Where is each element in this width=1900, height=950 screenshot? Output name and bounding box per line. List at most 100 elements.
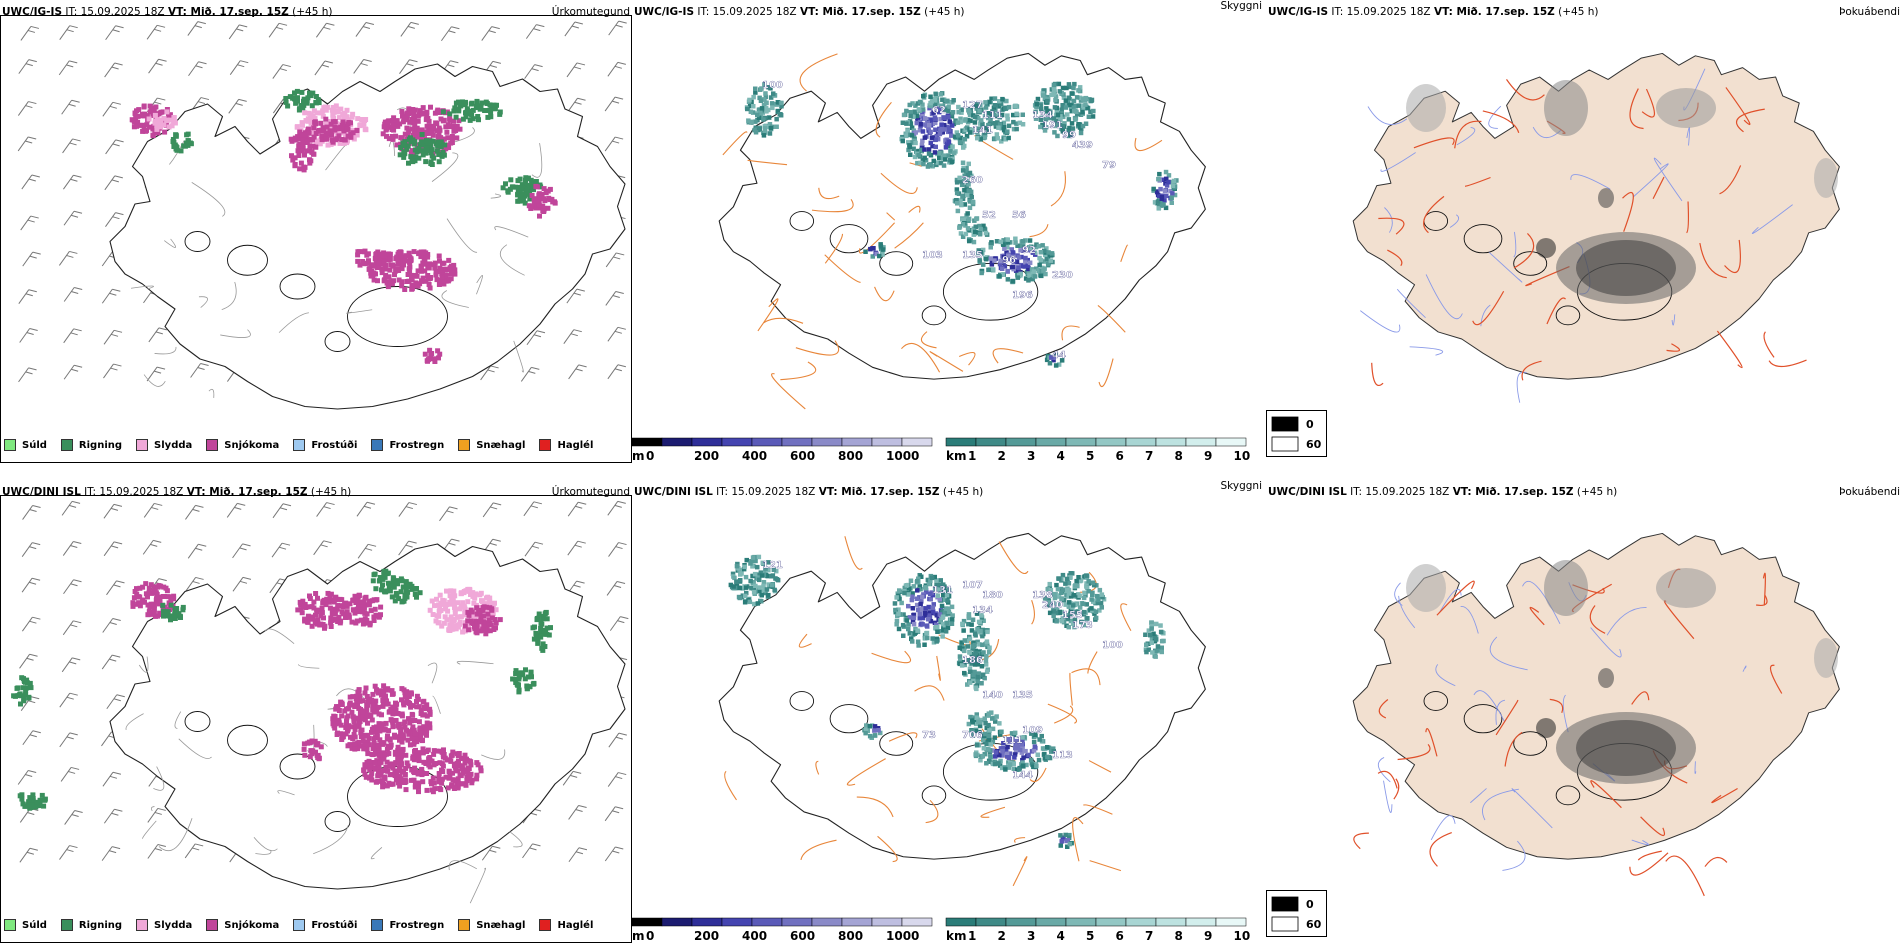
precip-areas [11, 568, 553, 811]
cloud-height-label: 100 [762, 80, 783, 91]
visibility-tick: 5 [1086, 449, 1094, 463]
visibility-tick: 7 [1145, 449, 1153, 463]
model-name: UWC/DINI ISL [2, 486, 81, 498]
height-tick: 400 [742, 929, 767, 943]
visibility-tick: 10 [1234, 929, 1251, 943]
visibility-tick: 8 [1175, 449, 1183, 463]
legend-label: Rigning [78, 919, 123, 931]
legend-label: Slydda [154, 439, 193, 451]
lead-time: (+45 h) [307, 486, 352, 498]
legend-item: Haglél [539, 439, 593, 451]
panel-corner-label: Þokuábendi [1839, 6, 1900, 18]
visibility-tick: 1 [968, 929, 976, 943]
cloud-height-label: 155 [1062, 610, 1083, 621]
cloud-height-label: 135 [1012, 690, 1033, 701]
legend-label: Haglél [557, 439, 594, 451]
visibility-tick: 6 [1116, 449, 1124, 463]
lead-time: (+45 h) [1573, 486, 1618, 498]
legend-swatch [371, 919, 384, 931]
init-time: IT: 15.09.2025 18Z [694, 6, 800, 18]
cloud-height-label: 140 [982, 690, 1003, 701]
fog-map [1352, 52, 1840, 403]
visibility-tick: 9 [1204, 929, 1212, 943]
panel-corner-label: Skyggni [1220, 480, 1263, 492]
legend-item: Rigning [60, 439, 122, 451]
cloud-height-label: 230 [1052, 270, 1073, 281]
legend-item: Snjókoma [206, 919, 279, 931]
init-time: IT: 15.09.2025 18Z [80, 486, 187, 498]
visibility-tick: 6 [1116, 929, 1124, 943]
road-lines [125, 628, 523, 904]
valid-time: VT: Mið. 17.sep. 15Z [799, 6, 921, 18]
legend-swatch [458, 439, 471, 451]
legend-item: Slydda [136, 439, 192, 451]
panel-corner-label: Úrkomutegund [551, 6, 630, 18]
cloud-height-label: 173 [1072, 620, 1093, 631]
iceland-outline [718, 52, 1206, 380]
legend-label: Frostúði [311, 439, 358, 451]
cloud-height-label: 111 [1002, 735, 1023, 746]
visibility-colorbars: m 0 200 400 600 800 1000 km 1 2 3 4 5 6 7 8 9 10 [632, 437, 1251, 463]
map-frame [0, 495, 632, 943]
cloud-height-label: 52 [982, 210, 996, 221]
init-time: IT: 15.09.2025 18Z [712, 486, 819, 498]
precip-map [17, 20, 627, 410]
river-lines [1360, 68, 1793, 403]
visibility-tick: 5 [1086, 929, 1094, 943]
cloud-height-label: 62 [932, 105, 946, 116]
height-tick: 1000 [886, 929, 919, 943]
fog-legend-label: 60 [1306, 918, 1322, 931]
init-time: IT: 15.09.2025 18Z [1346, 486, 1453, 498]
fog-legend: 0 60 [1266, 410, 1327, 457]
fog-legend-label: 0 [1306, 898, 1314, 911]
height-tick: 1000 [886, 449, 919, 463]
legend-swatch [136, 919, 149, 931]
legend-item: Súld [4, 439, 47, 451]
legend-item: Haglél [539, 919, 593, 931]
height-tick: 800 [838, 929, 863, 943]
road-lines [722, 53, 1163, 410]
legend-item: Frostúði [293, 439, 357, 451]
cloud-height-label: 73 [922, 730, 936, 741]
cloud-height-label: 107 [962, 580, 983, 591]
legend-item: Snæhagl [458, 439, 525, 451]
legend-label: Snjókoma [224, 439, 280, 451]
legend-label: Frostregn [389, 919, 445, 931]
fog-legend: 0 60 [1266, 890, 1327, 937]
legend-label: Snjókoma [224, 919, 280, 931]
cloud-height-label: 103 [922, 250, 943, 261]
visibility-tick: 10 [1234, 449, 1251, 463]
visibility-tick: 3 [1027, 929, 1035, 943]
panel-corner-label: Þokuábendi [1839, 486, 1900, 498]
visibility-panel: UWC/IG-IS IT: 15.09.2025 18Z VT: Mið. 17… [632, 0, 1266, 470]
visibility-tick: 2 [998, 449, 1006, 463]
fog-areas [1406, 560, 1838, 784]
cloud-height-label: 196 [1012, 290, 1033, 301]
visibility-unit: km [946, 929, 966, 943]
cloud-height-label: 131 [932, 585, 953, 596]
height-unit: m [632, 449, 645, 463]
height-tick: 200 [694, 929, 719, 943]
cloud-areas [744, 81, 1179, 368]
panel-title: UWC/DINI ISL IT: 15.09.2025 18Z VT: Mið.… [1268, 486, 1617, 498]
river-lines [1377, 580, 1747, 871]
lead-time: (+45 h) [288, 6, 333, 18]
legend-item: Frostúði [293, 919, 357, 931]
road-lines [1371, 79, 1807, 387]
init-time: IT: 15.09.2025 18Z [1328, 6, 1434, 18]
visibility-panel: UWC/DINI ISL IT: 15.09.2025 18Z VT: Mið.… [632, 480, 1266, 950]
cloud-height-label: 138 [1032, 590, 1053, 601]
legend-swatch [60, 919, 73, 931]
cloud-height-label: 135 [962, 250, 983, 261]
panel-corner-label: Skyggni [1220, 0, 1263, 12]
legend-label: Slydda [154, 919, 193, 931]
visibility-tick: 7 [1145, 929, 1153, 943]
precip-type-panel: UWC/IG-IS IT: 15.09.2025 18Z VT: Mið. 17… [0, 0, 632, 470]
cloud-height-label: 92 [1022, 245, 1036, 256]
cloud-height-label: 141 [972, 125, 993, 136]
fog-indicator-panel: UWC/IG-IS IT: 15.09.2025 18Z VT: Mið. 17… [1266, 0, 1900, 470]
